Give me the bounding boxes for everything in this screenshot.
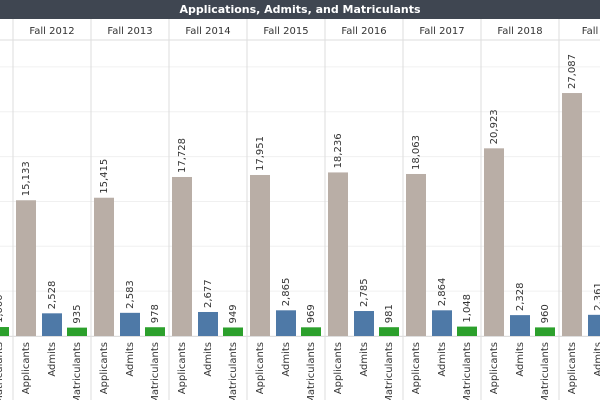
column-header: Fall 2018	[497, 26, 542, 37]
data-label: 2,785	[359, 278, 370, 307]
x-tick-label: Admits	[281, 342, 292, 377]
x-tick-label: Admits	[47, 342, 58, 377]
data-label: 935	[72, 305, 83, 324]
x-tick-label: Admits	[437, 342, 448, 377]
x-tick-label: Applicants	[21, 342, 32, 394]
x-tick-label: Matriculants	[150, 342, 161, 400]
bar	[588, 314, 600, 336]
bar	[250, 174, 270, 336]
column-header: Fall 2015	[263, 26, 308, 37]
x-tick-label: Applicants	[99, 342, 110, 394]
data-label: 2,677	[203, 279, 214, 308]
bar	[172, 176, 192, 336]
x-tick-label: Matriculants	[540, 342, 551, 400]
bar	[67, 327, 87, 336]
x-tick-label: Applicants	[255, 342, 266, 394]
title-bar	[0, 0, 600, 19]
x-tick-label: Admits	[125, 342, 136, 377]
data-label: 2,528	[47, 281, 58, 310]
x-tick-label: Matriculants	[72, 342, 83, 400]
column-header: Fall 20	[582, 26, 600, 37]
x-tick-label: Applicants	[567, 342, 578, 394]
bar	[301, 327, 321, 336]
bar	[16, 200, 36, 336]
x-tick-label: Applicants	[489, 342, 500, 394]
bar	[145, 327, 165, 336]
data-label: 17,728	[177, 138, 188, 173]
column-header: Fall 2014	[185, 26, 230, 37]
data-label: 2,361	[593, 282, 600, 311]
data-label: 2,328	[515, 282, 526, 311]
bar	[457, 326, 477, 336]
x-tick-label: Matriculants	[462, 342, 473, 400]
x-tick-label: Admits	[359, 342, 370, 377]
data-label: 981	[384, 304, 395, 323]
data-label: 969	[306, 304, 317, 323]
data-label: 27,087	[567, 54, 578, 89]
data-label: 17,951	[255, 136, 266, 171]
column-header: Fall 2017	[419, 26, 464, 37]
x-tick-label: Applicants	[177, 342, 188, 394]
bar	[0, 327, 9, 336]
data-label: 2,583	[125, 280, 136, 309]
column-header: Fall 2016	[341, 26, 386, 37]
bar	[328, 172, 348, 336]
data-label: 18,236	[333, 133, 344, 168]
x-tick-label: Admits	[203, 342, 214, 377]
x-tick-label: Matriculants	[0, 342, 5, 400]
data-label: 978	[150, 304, 161, 323]
bar	[223, 327, 243, 336]
data-label: 960	[540, 304, 551, 323]
bar	[484, 148, 504, 336]
bar	[406, 173, 426, 336]
bar	[432, 310, 452, 336]
chart-title: Applications, Admits, and Matriculants	[179, 3, 421, 16]
bar	[276, 310, 296, 336]
bar	[198, 311, 218, 336]
bar	[354, 311, 374, 336]
data-label: 2,864	[437, 278, 448, 307]
column-header: Fall 2013	[107, 26, 152, 37]
bar	[535, 327, 555, 336]
data-label: 949	[228, 304, 239, 323]
x-tick-label: Applicants	[411, 342, 422, 394]
bar	[42, 313, 62, 336]
bar	[562, 93, 582, 337]
x-tick-label: Admits	[515, 342, 526, 377]
data-label: 15,133	[21, 161, 32, 196]
x-tick-label: Applicants	[333, 342, 344, 394]
data-label: 1,000	[0, 294, 5, 323]
data-label: 15,415	[99, 159, 110, 194]
bar	[510, 315, 530, 336]
data-label: 18,063	[411, 135, 422, 170]
x-tick-label: Admits	[593, 342, 600, 377]
x-tick-label: Matriculants	[384, 342, 395, 400]
x-tick-label: Matriculants	[306, 342, 317, 400]
bar	[94, 197, 114, 336]
data-label: 2,865	[281, 278, 292, 307]
bar	[120, 312, 140, 336]
data-label: 20,923	[489, 109, 500, 144]
bar	[379, 327, 399, 336]
data-label: 1,048	[462, 294, 473, 323]
column-header: Fall 2012	[29, 26, 74, 37]
x-tick-label: Matriculants	[228, 342, 239, 400]
